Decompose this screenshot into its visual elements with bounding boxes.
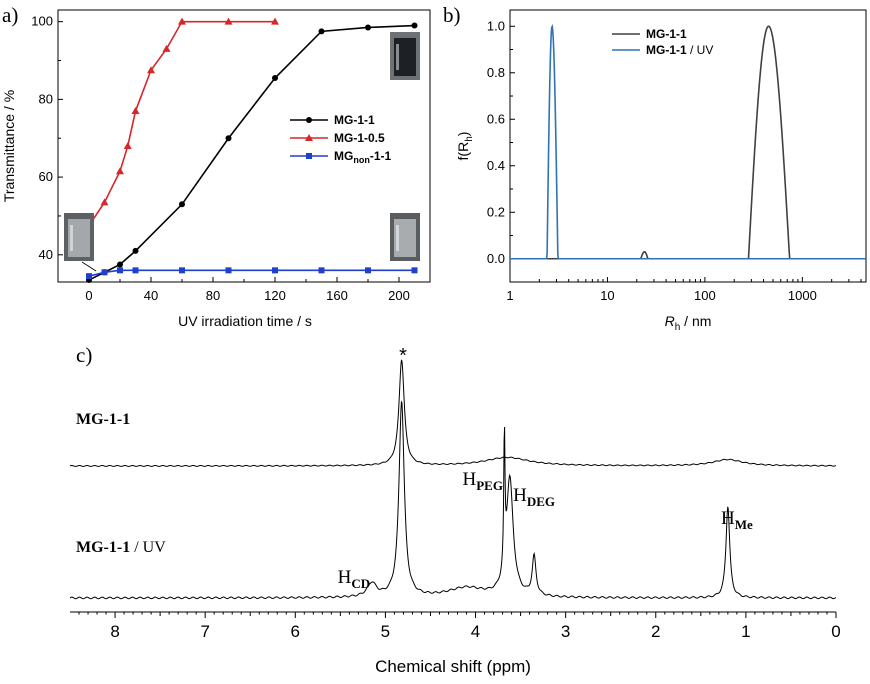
b-ytick-label-1: 0.2 xyxy=(487,204,505,219)
panel-c-xlabel: Chemical shift (ppm) xyxy=(375,657,531,676)
a-point-0-4 xyxy=(179,201,185,208)
panel-b-ylabel: f(Rh) xyxy=(455,132,475,161)
legend-b-mg-1-1: MG-1-1 xyxy=(646,27,687,41)
a-point-0-2 xyxy=(117,261,123,268)
a-series-line-1 xyxy=(88,20,275,227)
a-point-2-1 xyxy=(101,269,108,276)
a-series-line-0 xyxy=(88,24,415,281)
vial-photo-left xyxy=(64,213,94,261)
legend-mg-non-1-1: MGnon-1-1 xyxy=(334,149,392,165)
c-xtick-label-4: 4 xyxy=(471,622,480,641)
b-ytick-label-0: 0.0 xyxy=(487,251,505,266)
c-xtick-label-1: 7 xyxy=(200,622,209,641)
a-point-2-8 xyxy=(365,267,371,274)
a-point-0-6 xyxy=(272,75,278,81)
b-xtick-label-2: 100 xyxy=(694,288,716,303)
a-point-2-6 xyxy=(272,267,278,274)
panel-b-frame xyxy=(509,9,867,283)
a-ytick-label-3: 100 xyxy=(31,14,53,29)
a-point-1-7 xyxy=(178,17,186,25)
b-ytick-label-3: 0.6 xyxy=(487,111,505,126)
b-series-line-1 xyxy=(510,23,866,260)
c-xtick-label-3: 5 xyxy=(381,622,390,641)
c-peak-label-deg: HDEG xyxy=(513,485,555,509)
a-point-1-4 xyxy=(131,107,140,115)
c-xtick-label-2: 6 xyxy=(291,622,300,641)
b-ytick-label-5: 1.0 xyxy=(487,18,505,33)
a-point-0-9 xyxy=(411,22,418,29)
c-spectrum-0 xyxy=(69,359,837,467)
a-series-line-2 xyxy=(88,269,415,277)
a-point-1-1 xyxy=(100,198,109,206)
a-ytick-label-0: 40 xyxy=(39,247,53,262)
panel-b-legend: MG-1-1 MG-1-1 / UV xyxy=(612,27,713,57)
a-point-2-0 xyxy=(86,273,92,280)
b-xtick-label-1: 10 xyxy=(600,288,614,303)
a-point-2-7 xyxy=(318,267,325,274)
a-point-1-8 xyxy=(224,17,233,25)
solvent-peak-star: * xyxy=(399,345,407,367)
panel-a-legend: MG-1-1 MG-1-0.5 MGnon-1-1 xyxy=(290,113,392,165)
c-spectrum-1 xyxy=(69,400,837,600)
a-xtick-label-1: 40 xyxy=(144,288,158,303)
b-series-line-0 xyxy=(510,25,866,260)
c-xtick-label-0: 8 xyxy=(110,622,119,641)
a-xtick-label-0: 0 xyxy=(85,288,92,303)
a-point-0-7 xyxy=(318,28,325,35)
vial-photo-bottom-right xyxy=(390,213,420,261)
panel-a-label: a) xyxy=(2,3,18,27)
a-point-0-5 xyxy=(225,135,232,142)
panel-a-ylabel: Transmittance / % xyxy=(1,90,17,202)
a-point-2-4 xyxy=(179,267,185,274)
legend-mg-1-1: MG-1-1 xyxy=(334,113,375,127)
panel-b-xlabel: Rh / nm xyxy=(665,313,712,333)
c-peak-label-cd: HCD xyxy=(338,567,371,591)
a-point-2-2 xyxy=(117,267,123,274)
a-xtick-label-3: 120 xyxy=(264,288,286,303)
b-ytick-label-2: 0.4 xyxy=(487,158,505,173)
panel-b-label: b) xyxy=(443,3,461,27)
b-xtick-label-3: 1000 xyxy=(788,288,817,303)
a-ytick-label-1: 60 xyxy=(39,169,53,184)
a-ytick-label-2: 80 xyxy=(39,91,53,106)
panel-a-frame xyxy=(57,9,431,283)
c-xtick-label-6: 2 xyxy=(651,622,660,641)
c-xtick-label-8: 0 xyxy=(831,622,840,641)
a-point-1-2 xyxy=(116,167,124,175)
a-point-1-3 xyxy=(123,142,132,149)
a-xtick-label-2: 80 xyxy=(206,288,220,303)
a-point-2-9 xyxy=(411,267,418,274)
a-point-0-8 xyxy=(365,24,371,31)
c-xtick-label-7: 1 xyxy=(741,622,750,641)
a-point-1-6 xyxy=(162,44,171,52)
a-point-2-5 xyxy=(225,267,232,274)
a-point-1-5 xyxy=(147,66,155,74)
c-peak-label-peg: HPEG xyxy=(463,469,503,493)
spectrum-label-mg-1-1: MG-1-1 xyxy=(76,411,130,428)
panel-c-label: c) xyxy=(76,343,92,367)
spectrum-label-mg-1-1-uv: MG-1-1 / UV xyxy=(76,539,166,556)
panel-a: a) 0 40 80 120 160 200 40 60 80 100 UV irradiatio… xyxy=(1,3,431,329)
c-xtick-label-5: 3 xyxy=(561,622,570,641)
vial-photo-top-right xyxy=(390,32,420,80)
vial-pointer-left xyxy=(81,261,97,272)
legend-mg-1-0.5: MG-1-0.5 xyxy=(334,131,385,145)
legend-b-mg-1-1-uv: MG-1-1 / UV xyxy=(646,43,713,57)
a-xtick-label-5: 200 xyxy=(388,288,410,303)
a-point-1-9 xyxy=(271,17,279,25)
a-xtick-label-4: 160 xyxy=(326,288,348,303)
panel-c: c) 8 7 6 5 4 3 2 1 0 Chemical shift (ppm) MG-1-1… xyxy=(69,343,841,676)
a-point-0-3 xyxy=(132,247,139,254)
c-peak-label-me: HMe xyxy=(721,508,753,532)
a-point-2-3 xyxy=(132,267,139,274)
b-ytick-label-4: 0.8 xyxy=(487,65,505,80)
panel-a-xlabel: UV irradiation time / s xyxy=(178,313,312,329)
b-xtick-label-0: 1 xyxy=(506,288,513,303)
